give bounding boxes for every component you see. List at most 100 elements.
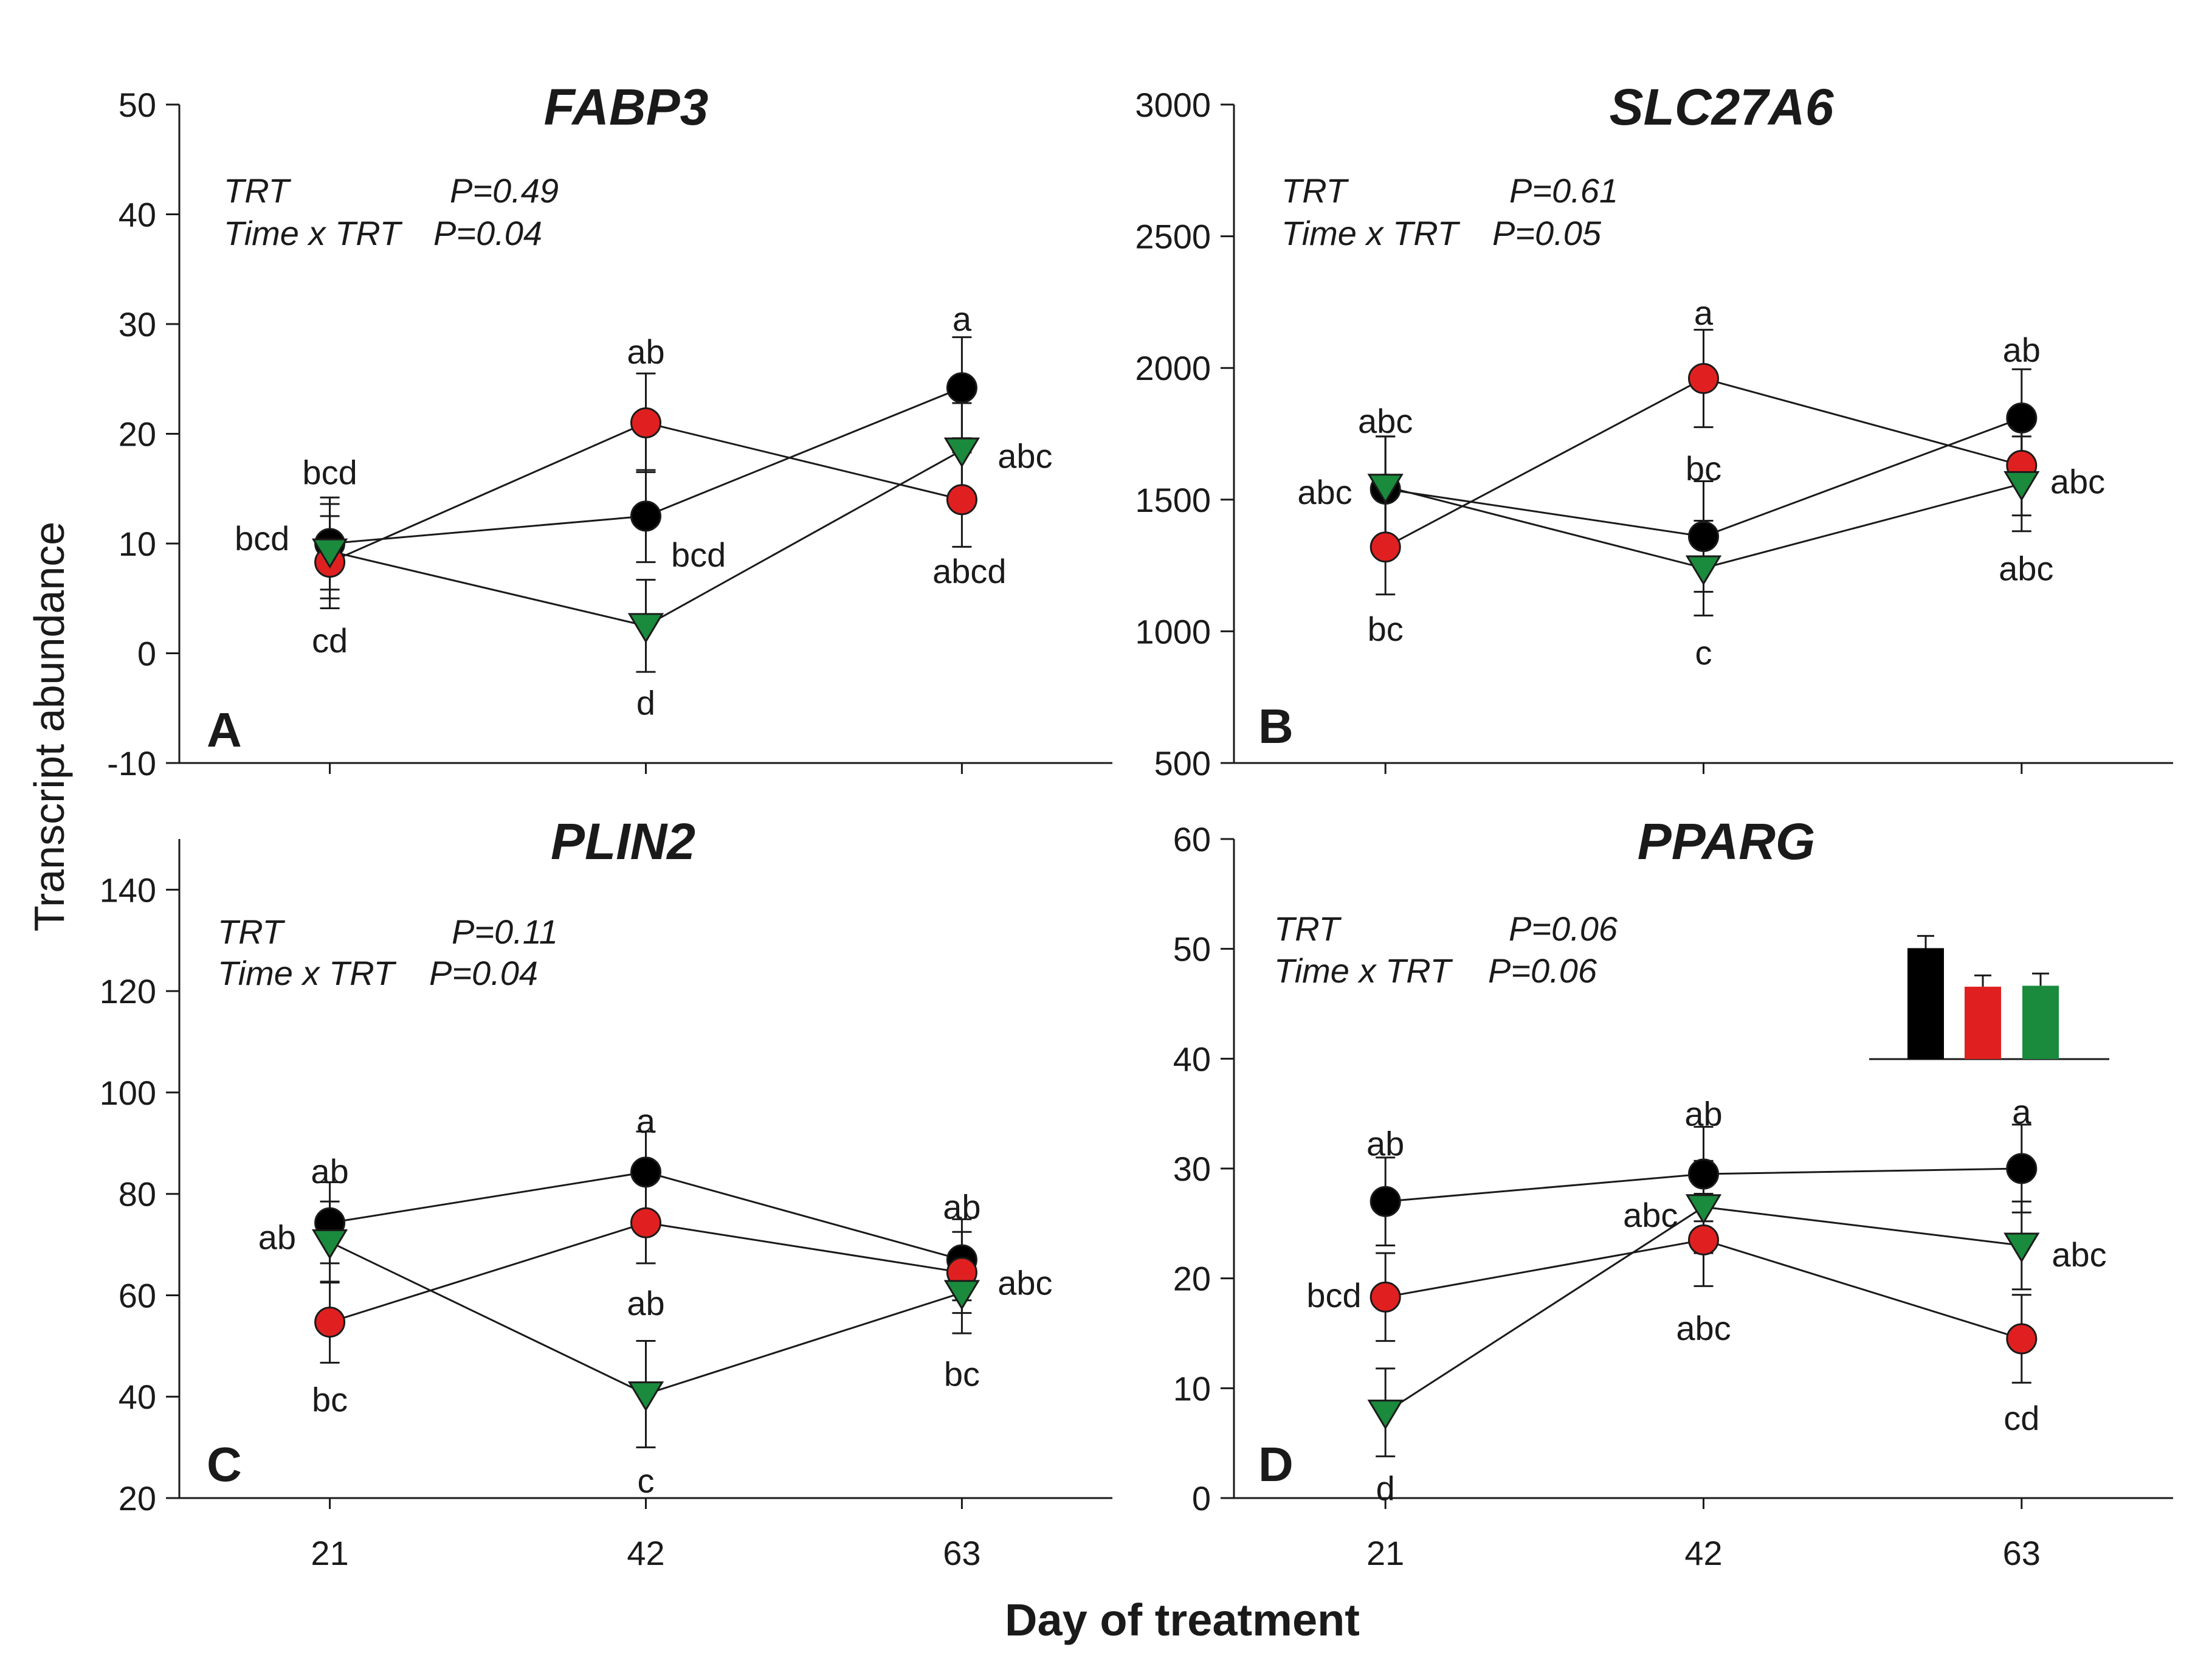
stat-p-interaction: P=0.04 — [429, 954, 538, 992]
point-black — [1688, 520, 1719, 552]
y-tick-label: 10 — [119, 525, 156, 563]
stat-p-trt: P=0.61 — [1509, 171, 1618, 210]
y-tick-label: 100 — [100, 1074, 156, 1112]
significance-label: abcd — [932, 552, 1006, 590]
y-tick-label: 80 — [119, 1175, 156, 1214]
y-tick-label: 40 — [1173, 1040, 1211, 1078]
significance-label: abc — [1297, 473, 1352, 511]
point-red — [1688, 1224, 1719, 1255]
stat-p-trt: P=0.11 — [452, 913, 558, 951]
point-green — [943, 1280, 980, 1310]
panel-letter: D — [1258, 1437, 1294, 1491]
significance-label: ab — [627, 333, 664, 371]
significance-label: a — [953, 300, 972, 338]
x-axis-title: Day of treatment — [1005, 1595, 1360, 1645]
point-red — [314, 1307, 346, 1338]
significance-label: abc — [2052, 1235, 2106, 1274]
stat-p-trt: P=0.06 — [1509, 910, 1618, 948]
significance-label: a — [636, 1102, 656, 1140]
x-tick-label: 42 — [627, 1534, 664, 1572]
panel-d: 0 10 20 30 40 50 60 21 42 63 PPARG TRT P=0.06 Time x … — [1173, 813, 2173, 1572]
panel-title: SLC27A6 — [1610, 78, 1835, 136]
stat-label-interaction: Time x TRT — [218, 954, 397, 992]
stat-label-trt: TRT — [218, 913, 286, 951]
point-red — [1370, 1281, 1401, 1313]
point-green — [2004, 471, 2040, 502]
significance-label: bcd — [671, 536, 726, 574]
panel-b: 500 1000 1500 2000 2500 3000 SLC27A6 TRT P=0.61 T… — [1135, 78, 2173, 782]
significance-label: abc — [1623, 1196, 1678, 1234]
y-tick-label: 20 — [119, 415, 156, 454]
y-axis-title: Transcript abundance — [26, 522, 73, 931]
point-black — [630, 500, 661, 532]
point-green — [1367, 1400, 1404, 1430]
stat-p-interaction: P=0.06 — [1488, 951, 1597, 990]
point-green — [627, 1381, 664, 1412]
y-tick-label: 60 — [119, 1276, 156, 1314]
significance-label: abc — [2050, 462, 2105, 500]
significance-label: ab — [943, 1188, 980, 1226]
significance-label: c — [638, 1462, 655, 1500]
point-black — [2006, 402, 2038, 434]
panel-a: -10 0 10 20 30 40 50 FABP3 TRT P=0.49 Time x TRT P=… — [107, 78, 1112, 782]
point-green — [1685, 555, 1722, 586]
y-tick-label: 3000 — [1135, 86, 1211, 124]
point-red — [630, 1207, 661, 1238]
y-tick-label: 50 — [1173, 930, 1211, 969]
point-green — [2004, 1232, 2040, 1263]
y-tick-label: -10 — [107, 744, 156, 782]
x-tick-label: 63 — [2003, 1534, 2041, 1572]
y-tick-label: 0 — [1192, 1479, 1211, 1518]
y-tick-label: 60 — [1173, 820, 1211, 858]
significance-label: d — [636, 684, 655, 722]
significance-label: ab — [1684, 1095, 1722, 1133]
point-red — [630, 407, 661, 438]
stat-p-interaction: P=0.04 — [433, 214, 542, 252]
panel-title: PLIN2 — [551, 813, 695, 870]
point-black — [1688, 1158, 1719, 1190]
significance-label: abc — [1358, 402, 1413, 440]
y-tick-label: 2000 — [1135, 349, 1211, 387]
y-tick-label: 40 — [119, 1378, 156, 1416]
point-red — [1370, 531, 1401, 563]
y-tick-label: 1000 — [1135, 612, 1211, 651]
point-black — [630, 1156, 661, 1188]
y-tick-label: 10 — [1173, 1369, 1211, 1407]
point-black — [1370, 1186, 1401, 1217]
point-red — [2006, 1323, 2038, 1355]
y-tick-label: 20 — [119, 1479, 156, 1518]
point-red — [946, 484, 977, 516]
stat-label-trt: TRT — [224, 171, 292, 210]
y-tick-label: 120 — [100, 972, 156, 1010]
significance-label: abc — [1676, 1309, 1731, 1347]
significance-label: c — [1695, 634, 1712, 672]
panel-title: FABP3 — [544, 78, 709, 136]
x-tick-label: 42 — [1684, 1534, 1722, 1572]
inset-bar — [2022, 986, 2059, 1059]
panel-title: PPARG — [1638, 813, 1815, 870]
panel-letter: A — [207, 703, 242, 757]
significance-label: bcd — [1306, 1276, 1361, 1314]
point-green — [943, 437, 980, 468]
point-black — [2006, 1153, 2038, 1184]
x-tick-label: 63 — [943, 1534, 980, 1572]
significance-label: cd — [312, 621, 348, 660]
stat-p-interaction: P=0.05 — [1492, 214, 1602, 252]
inset-bar — [1965, 986, 2001, 1059]
significance-label: abc — [1999, 549, 2053, 587]
y-tick-label: 1500 — [1135, 481, 1211, 519]
significance-label: a — [1694, 294, 1714, 332]
significance-label: bcd — [302, 454, 357, 492]
panel-letter: B — [1258, 699, 1294, 753]
inset-bar-chart — [1869, 934, 2109, 1060]
panel-c: 20 40 60 80 100 120 140 21 42 63 PLIN2 TRT P=0.11 Tim… — [100, 813, 1112, 1572]
y-tick-label: 0 — [137, 635, 156, 673]
stat-label-trt: TRT — [1274, 910, 1342, 948]
y-tick-label: 20 — [1173, 1260, 1211, 1298]
significance-label: ab — [311, 1152, 348, 1190]
point-green — [1685, 1194, 1722, 1224]
significance-label: a — [2012, 1093, 2031, 1131]
significance-label: ab — [1366, 1124, 1404, 1162]
significance-label: ab — [2003, 331, 2041, 369]
point-green — [1367, 474, 1404, 504]
